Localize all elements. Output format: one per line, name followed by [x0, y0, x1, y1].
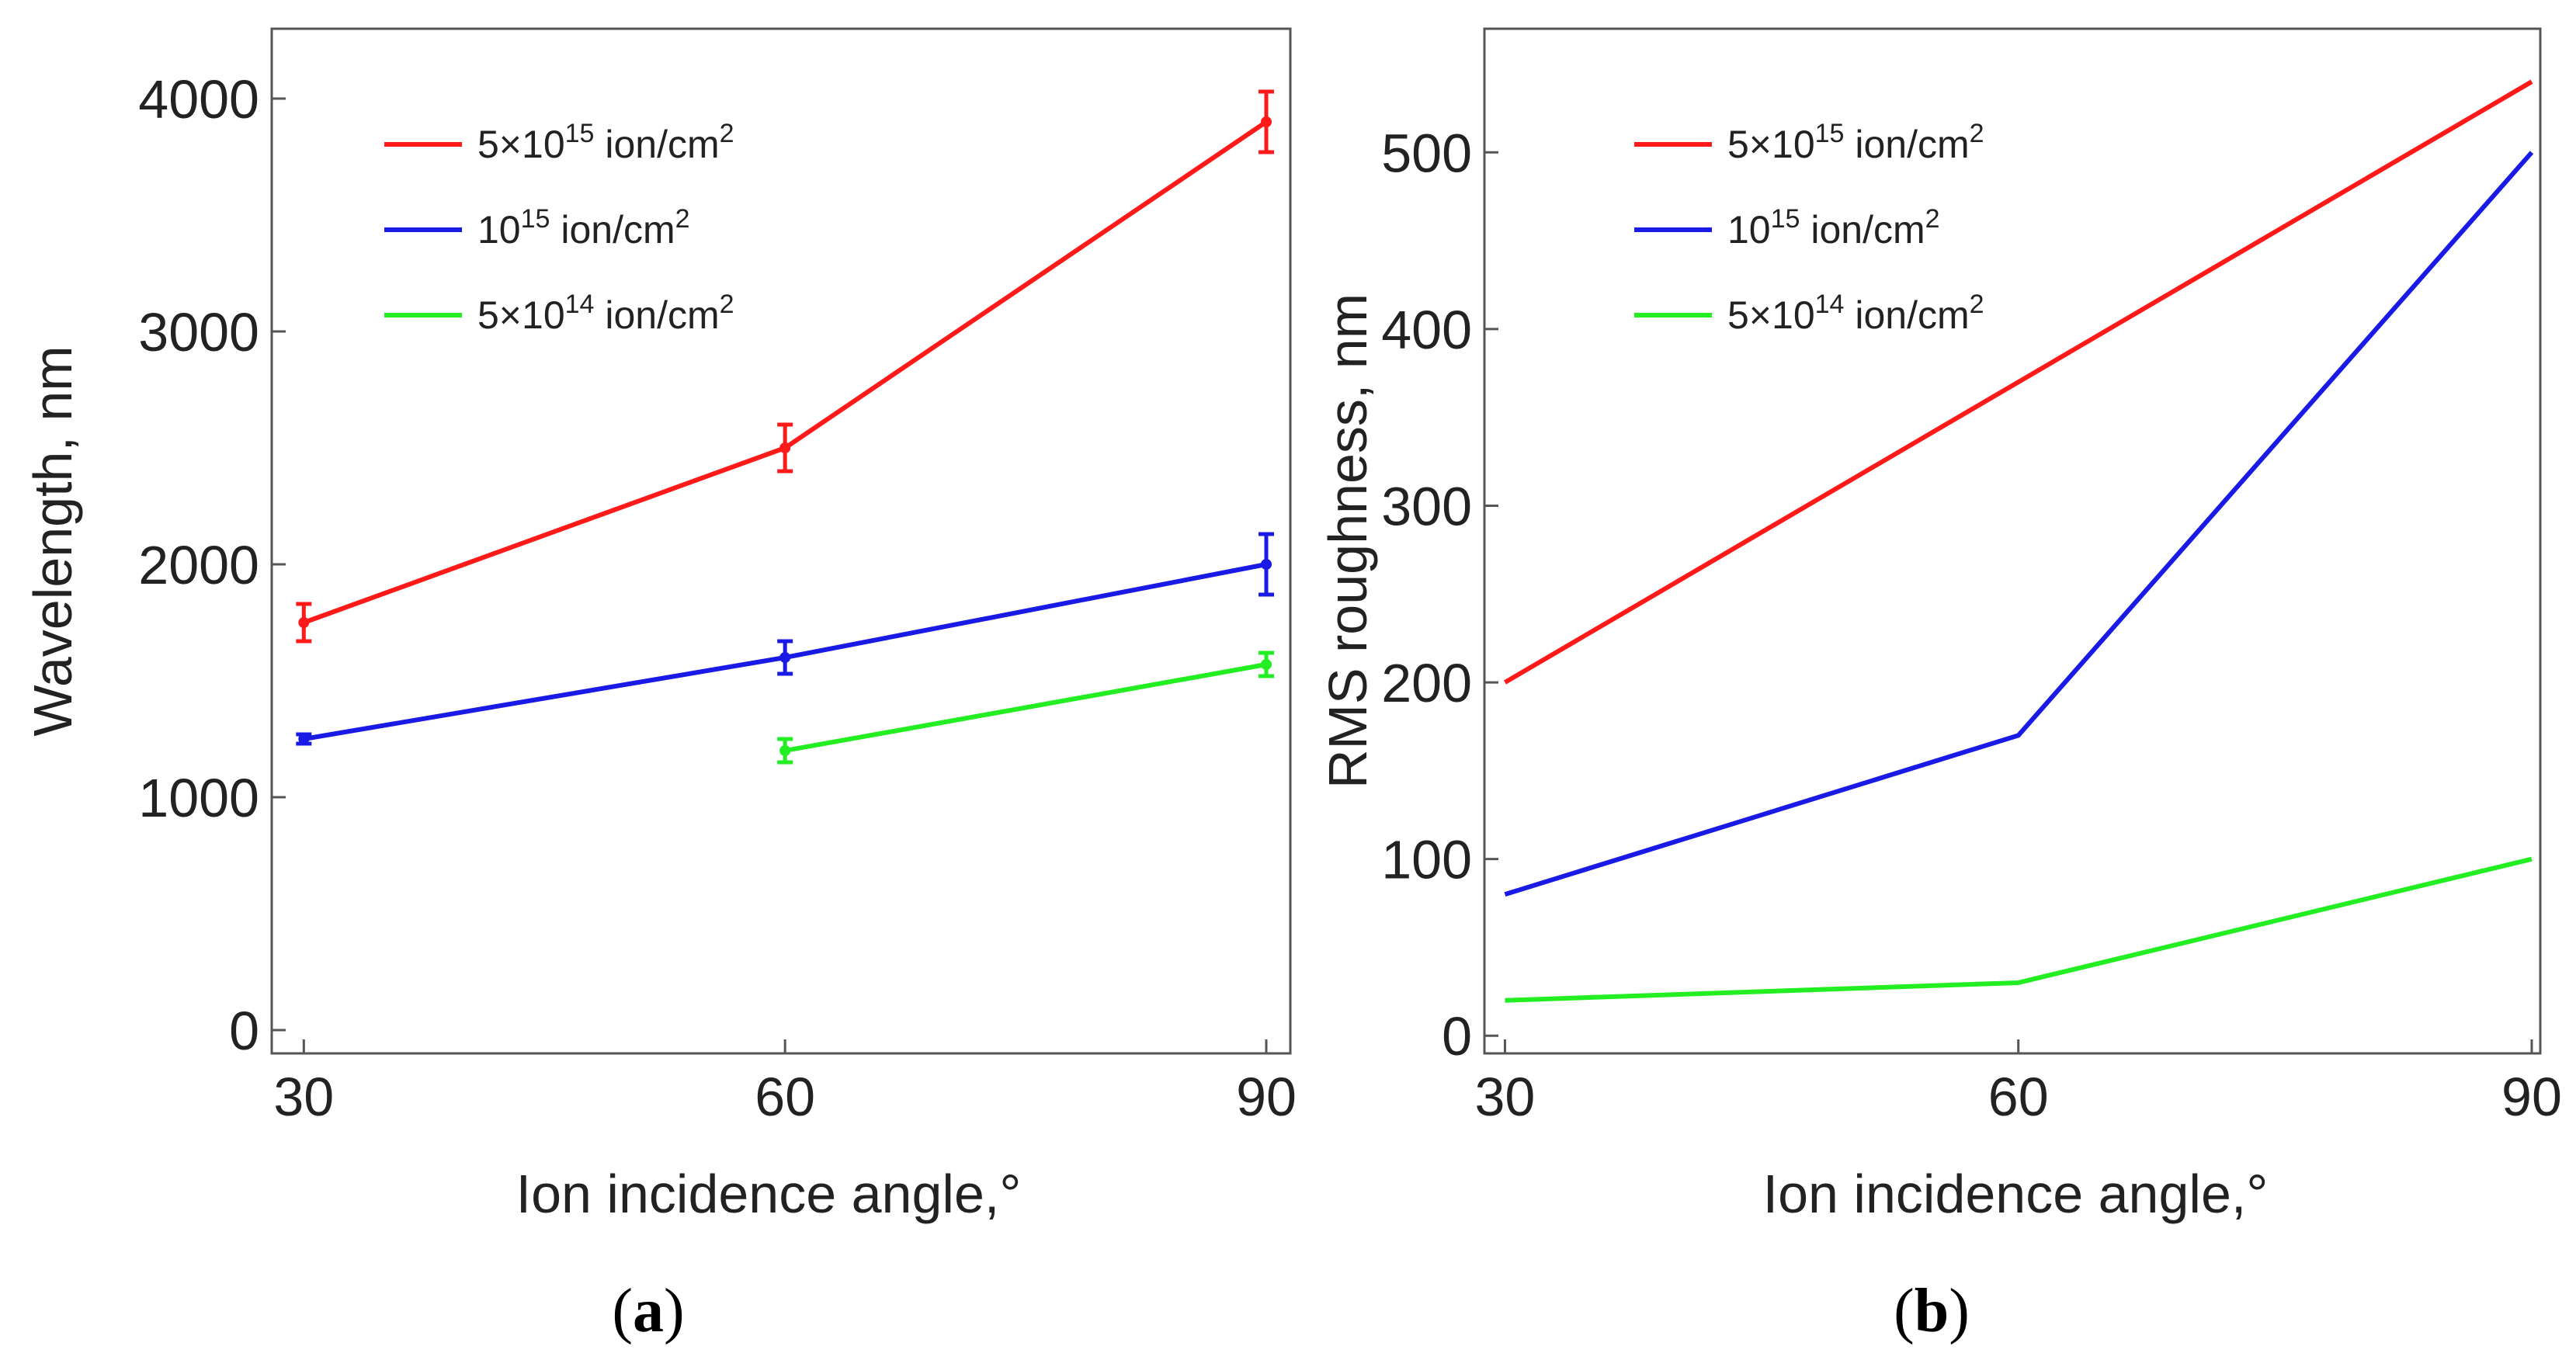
y-axis-label-b: RMS roughness, nm — [1318, 293, 1378, 789]
y-tick-label-a: 2000 — [138, 535, 259, 595]
x-axis-label-b: Ion incidence angle,° — [1763, 1164, 2269, 1224]
x-ticks-b: 30 60 90 — [1475, 1039, 2562, 1127]
panel-label-b-close: ) — [1949, 1277, 1970, 1345]
y-tick-label-b: 400 — [1381, 300, 1472, 360]
legend-base-5e15: 5×10 — [477, 123, 565, 166]
legend-unit-1e15: ion/cm — [1800, 208, 1925, 252]
plot-frame-a — [270, 27, 1292, 1055]
data-point-1e15 — [298, 734, 310, 744]
y-tick-label-a: 1000 — [138, 768, 259, 828]
series-line-5e15-b — [1503, 79, 2533, 685]
data-point-5e15 — [1261, 116, 1272, 127]
legend-label-5e15-b: 5×1015 ion/cm2 — [1727, 119, 1984, 166]
legend-exponent-1e15: 15 — [1771, 204, 1800, 234]
panel-label-b-open: ( — [1894, 1277, 1915, 1345]
legend-exponent-1e15: 15 — [521, 204, 550, 234]
legend-unit-exponent-5e15: 2 — [1970, 119, 1984, 148]
legend-base-5e14: 5×10 — [477, 293, 565, 337]
y-tick-label-a: 3000 — [138, 302, 259, 363]
x-tick-label-b: 30 — [1475, 1067, 1536, 1127]
panel-label-a-open: ( — [612, 1277, 633, 1345]
y-ticks-a: 0 1000 2000 3000 4000 — [138, 69, 286, 1061]
legend-unit-exponent-5e15: 2 — [720, 119, 734, 148]
y-tick-label-b: 300 — [1381, 476, 1472, 536]
y-tick-label-b: 100 — [1381, 830, 1472, 890]
panel-label-a: (a) — [612, 1277, 684, 1345]
data-point-1e15 — [779, 652, 791, 663]
y-tick-label-b: 0 — [1442, 1006, 1472, 1067]
legend-exponent-5e15: 15 — [565, 119, 595, 148]
y-tick-label-b: 500 — [1381, 123, 1472, 183]
series-line-5e14-a — [784, 662, 1267, 753]
x-axis-label-a: Ion incidence angle,° — [516, 1164, 1022, 1224]
legend-unit-5e14: ion/cm — [1844, 293, 1969, 337]
x-tick-label-a: 60 — [755, 1067, 815, 1127]
panel-label-a-close: ) — [664, 1277, 685, 1345]
data-point-5e15 — [779, 442, 791, 453]
y-tick-label-a: 4000 — [138, 69, 259, 130]
legend-unit-5e14: ion/cm — [594, 293, 719, 337]
data-point-5e14 — [779, 745, 791, 756]
legend-label-5e15-a: 5×1015 ion/cm2 — [477, 119, 734, 166]
x-ticks-a: 30 60 90 — [273, 1039, 1297, 1127]
legend-unit-5e15: ion/cm — [594, 123, 719, 166]
x-tick-label-b: 60 — [1988, 1067, 2049, 1127]
y-tick-label-a: 0 — [229, 1001, 259, 1061]
panel-label-b-letter: b — [1915, 1277, 1949, 1345]
panel-label-a-letter: a — [633, 1277, 664, 1345]
y-tick-label-b: 200 — [1381, 653, 1472, 713]
legend-label-5e14-a: 5×1014 ion/cm2 — [477, 290, 734, 337]
series-line-5e14-b — [1505, 856, 2533, 1003]
data-point-1e15 — [1261, 559, 1272, 570]
legend-label-1e15-b: 1015 ion/cm2 — [1727, 204, 1940, 252]
legend-exponent-5e14: 14 — [565, 290, 595, 319]
legend-unit-exponent-1e15: 2 — [675, 204, 690, 234]
data-point-5e15 — [298, 617, 310, 628]
legend-base-5e14: 5×10 — [1727, 293, 1815, 337]
legend-unit-exponent-5e14: 2 — [1970, 290, 1984, 319]
legend-exponent-5e15: 15 — [1815, 119, 1845, 148]
plot-frame-b — [1483, 27, 2542, 1055]
legend-exponent-5e14: 14 — [1815, 290, 1845, 319]
legend-base-1e15: 10 — [477, 208, 521, 252]
legend-unit-exponent-5e14: 2 — [720, 290, 734, 319]
x-tick-label-a: 90 — [1236, 1067, 1297, 1127]
legend-label-1e15-a: 1015 ion/cm2 — [477, 204, 690, 252]
y-axis-label-a: Wavelength, nm — [23, 345, 83, 736]
x-tick-label-b: 90 — [2501, 1067, 2562, 1127]
legend-base-1e15: 10 — [1727, 208, 1771, 252]
panel-label-b: (b) — [1894, 1277, 1970, 1345]
series-layer-b — [1503, 79, 2534, 1003]
data-point-5e14 — [1261, 659, 1272, 670]
series-line-5e15-a — [303, 120, 1268, 625]
y-ticks-b: 0 100 200 300 400 500 — [1381, 123, 1498, 1067]
legend-base-5e15: 5×10 — [1727, 123, 1815, 166]
legend-unit-5e15: ion/cm — [1844, 123, 1969, 166]
series-line-1e15-b — [1504, 151, 2534, 897]
legend-unit-1e15: ion/cm — [550, 208, 675, 252]
series-layer-a — [296, 89, 1275, 765]
legend-label-5e14-b: 5×1014 ion/cm2 — [1727, 290, 1984, 337]
x-tick-label-a: 30 — [273, 1067, 334, 1127]
legend-unit-exponent-1e15: 2 — [1925, 204, 1940, 234]
